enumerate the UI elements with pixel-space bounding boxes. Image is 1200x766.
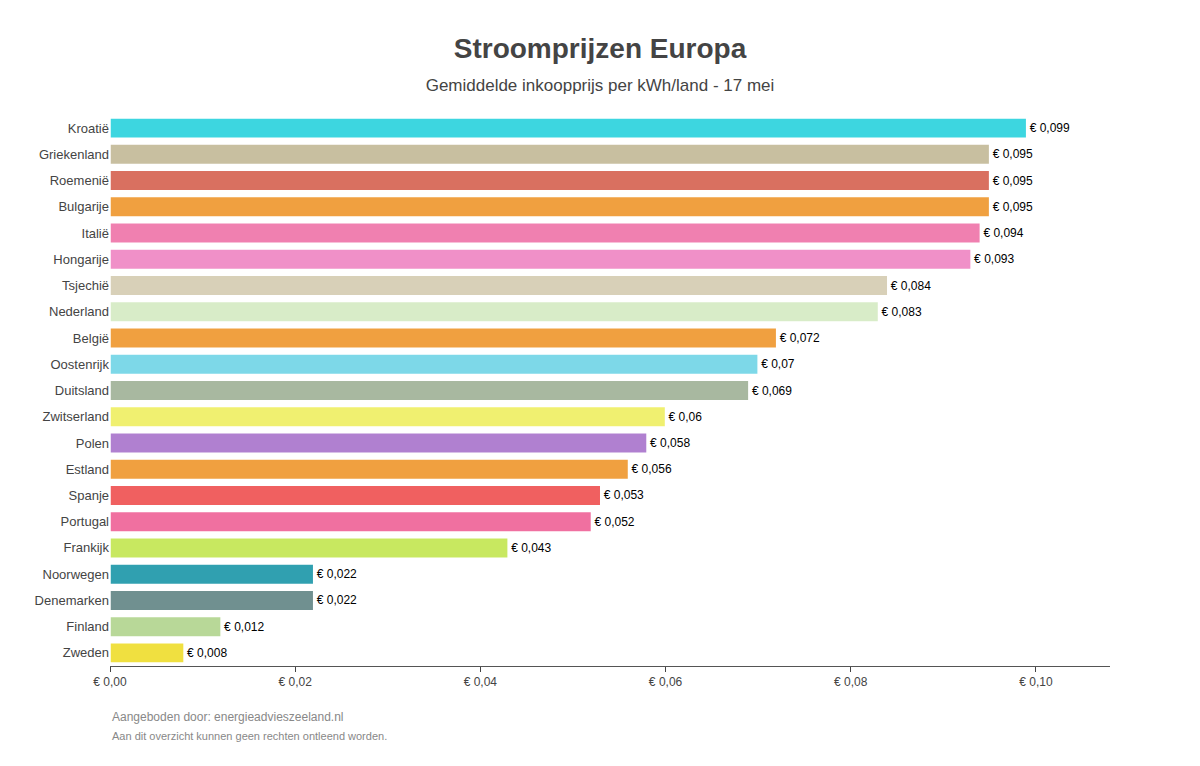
svg-text:Oostenrijk: Oostenrijk bbox=[50, 357, 109, 372]
svg-text:Portugal: Portugal bbox=[61, 514, 110, 529]
svg-text:Frankijk: Frankijk bbox=[63, 540, 109, 555]
svg-text:Griekenland: Griekenland bbox=[39, 147, 109, 162]
svg-text:Noorwegen: Noorwegen bbox=[43, 567, 110, 582]
svg-text:Denemarken: Denemarken bbox=[35, 593, 109, 608]
svg-text:€ 0,012: € 0,012 bbox=[224, 620, 264, 634]
svg-text:Bulgarije: Bulgarije bbox=[58, 199, 109, 214]
svg-text:€ 0,084: € 0,084 bbox=[891, 279, 931, 293]
svg-text:€ 0,094: € 0,094 bbox=[983, 226, 1023, 240]
svg-text:€ 0,052: € 0,052 bbox=[594, 515, 634, 529]
svg-text:€ 0,056: € 0,056 bbox=[632, 462, 672, 476]
svg-text:€ 0,095: € 0,095 bbox=[993, 147, 1033, 161]
svg-text:€ 0,053: € 0,053 bbox=[604, 488, 644, 502]
svg-text:Zweden: Zweden bbox=[63, 645, 109, 660]
svg-text:Zwitserland: Zwitserland bbox=[43, 409, 109, 424]
svg-text:Tsjechië: Tsjechië bbox=[62, 278, 109, 293]
svg-text:€ 0,10: € 0,10 bbox=[1019, 675, 1053, 689]
svg-text:€ 0,069: € 0,069 bbox=[752, 384, 792, 398]
svg-text:€ 0,058: € 0,058 bbox=[650, 436, 690, 450]
svg-text:€ 0,093: € 0,093 bbox=[974, 252, 1014, 266]
svg-text:Stroomprijzen Europa: Stroomprijzen Europa bbox=[454, 33, 747, 64]
svg-text:€ 0,07: € 0,07 bbox=[761, 357, 795, 371]
svg-text:€ 0,022: € 0,022 bbox=[317, 567, 357, 581]
svg-text:€ 0,083: € 0,083 bbox=[882, 305, 922, 319]
svg-text:€ 0,00: € 0,00 bbox=[93, 675, 127, 689]
svg-text:Italië: Italië bbox=[82, 226, 109, 241]
svg-text:€ 0,095: € 0,095 bbox=[993, 200, 1033, 214]
svg-text:€ 0,008: € 0,008 bbox=[187, 646, 227, 660]
svg-text:€ 0,06: € 0,06 bbox=[649, 675, 683, 689]
svg-text:Duitsland: Duitsland bbox=[55, 383, 109, 398]
svg-text:Gemiddelde inkoopprijs per kWh: Gemiddelde inkoopprijs per kWh/land - 17… bbox=[426, 76, 775, 95]
svg-text:€ 0,043: € 0,043 bbox=[511, 541, 551, 555]
svg-text:Aan dit overzicht kunnen geen: Aan dit overzicht kunnen geen rechten on… bbox=[112, 730, 387, 742]
svg-text:€ 0,08: € 0,08 bbox=[834, 675, 868, 689]
svg-text:€ 0,072: € 0,072 bbox=[780, 331, 820, 345]
svg-text:Kroatië: Kroatië bbox=[68, 121, 109, 136]
svg-text:Spanje: Spanje bbox=[69, 488, 109, 503]
svg-text:€ 0,04: € 0,04 bbox=[464, 675, 498, 689]
svg-text:€ 0,095: € 0,095 bbox=[993, 174, 1033, 188]
svg-text:Finland: Finland bbox=[66, 619, 109, 634]
svg-text:Polen: Polen bbox=[76, 436, 109, 451]
svg-text:€ 0,099: € 0,099 bbox=[1030, 121, 1070, 135]
svg-text:€ 0,06: € 0,06 bbox=[669, 410, 703, 424]
svg-text:Roemenië: Roemenië bbox=[50, 173, 109, 188]
svg-text:Nederland: Nederland bbox=[49, 304, 109, 319]
svg-text:België: België bbox=[73, 331, 109, 346]
svg-text:Aangeboden door: energieadvies: Aangeboden door: energieadvieszeeland.nl bbox=[112, 710, 344, 724]
svg-text:€ 0,022: € 0,022 bbox=[317, 593, 357, 607]
svg-text:Hongarije: Hongarije bbox=[53, 252, 109, 267]
svg-text:€ 0,02: € 0,02 bbox=[279, 675, 313, 689]
svg-text:Estland: Estland bbox=[66, 462, 109, 477]
